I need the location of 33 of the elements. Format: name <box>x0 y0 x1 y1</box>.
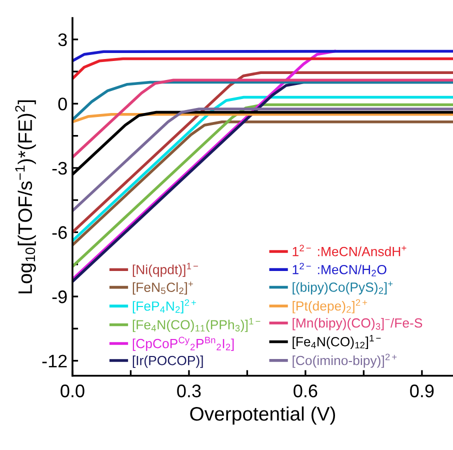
legend-label: [Pt(depe)$_{2}$]$^{2+}$ <box>292 299 368 314</box>
line-series <box>72 80 453 122</box>
line-series <box>72 71 453 234</box>
x-tick-label: 0.3 <box>177 384 201 398</box>
y-tick-label: 3 <box>58 33 67 46</box>
y-tick-label: -12 <box>42 354 67 368</box>
legend-label: 1$^{2−}$ :MeCN/AnsdH$^{+}$ <box>292 244 406 256</box>
x-tick-label: 0.0 <box>60 384 84 398</box>
line-series <box>72 78 453 159</box>
x-tick-label: 0.9 <box>410 384 434 398</box>
legend-label: [Co(imino-bipy)]$^{2+}$ <box>292 354 397 368</box>
line-series <box>72 120 453 246</box>
legend-label: [Ir(POCOP)] <box>132 356 203 368</box>
x-axis-title: Overpotential (V) <box>190 406 336 425</box>
line-series <box>72 50 453 62</box>
legend-label: [Fe$_{4}$N(CO)$_{11}$(PPh$_{3}$)]$^{1−}$ <box>132 318 260 332</box>
legend-label: 1$^{2−}$ :MeCN/H$_{2}$O <box>292 262 386 276</box>
y-tick-label: -6 <box>52 226 67 239</box>
legend-label: [FeN$_{5}$Cl$_{2}$]$^{+}$ <box>132 282 193 295</box>
legend-label: [(bipy)Co(PyS)$_{2}$]$^{+}$ <box>292 282 393 294</box>
x-tick-label: 0.6 <box>294 384 318 398</box>
line-series <box>72 96 453 242</box>
y-tick-label: -9 <box>52 290 67 304</box>
text: [CpCoP$^{Cy}$$_{2}$P$^{Bn}$$_{2}$I$_{2}$] <box>132 336 234 351</box>
legend-label: [Fe$_{4}$N(CO)$_{12}$]$^{1−}$ <box>292 334 381 349</box>
y-tick-label: 0 <box>58 98 67 110</box>
y-axis-title: Log$_{10}$[(TOF/s$^{−1}$)*(FE)$^{2}$] <box>15 100 36 294</box>
legend-label: [Mn(bipy)(CO)$_{3}$]$^{−}$/Fe-S <box>292 318 422 330</box>
line-series <box>72 108 453 212</box>
legend-label: [FeP$_{4}$N$_{2}$]$^{2+}$ <box>132 299 196 314</box>
line-series <box>72 57 453 80</box>
y-tick-label: -3 <box>52 162 67 175</box>
legend-label: [Ni(qpdt)]$^{1−}$ <box>132 262 198 277</box>
